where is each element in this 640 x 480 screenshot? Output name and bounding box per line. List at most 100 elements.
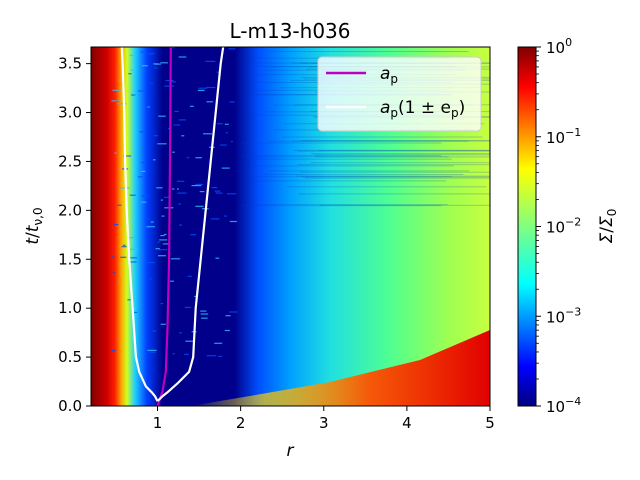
streak <box>214 342 223 344</box>
streak <box>206 86 216 89</box>
streak <box>268 140 469 142</box>
streak <box>153 63 158 65</box>
streak <box>155 63 161 65</box>
streak <box>246 180 447 182</box>
streak <box>111 350 116 352</box>
streak <box>210 218 220 220</box>
streak <box>148 53 156 55</box>
streak <box>158 249 168 251</box>
streak <box>129 257 137 259</box>
streak <box>156 187 163 189</box>
streak <box>297 150 490 152</box>
streak <box>178 56 187 58</box>
colorbar-ticks: 100 10−1 10−2 10−3 10−4 <box>536 36 581 416</box>
streak <box>251 176 452 178</box>
streak <box>269 170 470 172</box>
streak <box>221 167 230 169</box>
streak <box>163 233 167 236</box>
streak <box>129 54 138 56</box>
streak <box>130 69 134 71</box>
streak <box>229 220 237 223</box>
streak <box>111 100 121 102</box>
y-axis-label: t/tν,0 <box>23 207 45 244</box>
streak <box>201 317 208 319</box>
streak <box>139 131 148 133</box>
streak <box>141 65 148 67</box>
plot-frame <box>90 46 491 407</box>
legend: ap ap(1 ± ep) <box>317 56 482 132</box>
streak <box>149 278 152 280</box>
streak <box>315 156 490 158</box>
streak <box>165 79 174 82</box>
streak <box>157 143 167 145</box>
streak <box>170 280 174 282</box>
legend-label-ap: ap <box>380 64 398 86</box>
streak <box>179 332 182 334</box>
streak <box>310 153 490 155</box>
streak <box>162 243 169 245</box>
streak <box>152 330 157 332</box>
streak <box>130 261 137 263</box>
streak <box>160 323 166 325</box>
streak <box>122 244 126 246</box>
streak <box>160 199 163 201</box>
legend-label-ap-ecc: ap(1 ± ep) <box>380 98 465 120</box>
streak <box>150 221 154 223</box>
streak <box>197 89 205 91</box>
streak <box>178 203 182 205</box>
streak <box>132 311 138 313</box>
streak <box>127 299 131 301</box>
streak <box>145 173 148 175</box>
streak <box>144 218 150 220</box>
streak <box>140 51 144 53</box>
streak <box>292 140 490 142</box>
y-axis-ticks: 0.0 0.5 1.0 1.5 2.0 2.5 3.0 3.5 <box>58 55 91 415</box>
streak <box>185 340 194 342</box>
streak <box>282 136 483 138</box>
streak <box>158 115 166 117</box>
streak <box>169 47 176 49</box>
y-tick-label: 0.5 <box>58 348 82 366</box>
streak <box>186 157 190 159</box>
streak <box>160 235 165 237</box>
streak <box>174 110 179 112</box>
streak <box>302 176 490 178</box>
y-tick-label: 3.5 <box>58 55 82 73</box>
colorbar-tick-label: 10−3 <box>546 305 581 326</box>
streak <box>176 188 179 190</box>
streak <box>155 248 160 250</box>
streak <box>170 258 181 260</box>
streak <box>195 205 204 207</box>
streak <box>153 159 156 161</box>
x-tick-label: 1 <box>153 414 163 432</box>
streak <box>146 262 155 264</box>
series-line-a-p-1-e-p- <box>120 47 159 402</box>
streak <box>206 355 217 357</box>
streak <box>268 51 469 52</box>
streak <box>206 101 214 103</box>
streak <box>146 226 155 228</box>
y-tick-label: 2.0 <box>58 201 82 219</box>
streak <box>117 204 122 206</box>
curves <box>120 47 225 406</box>
streak <box>113 223 119 226</box>
streak <box>211 187 218 189</box>
streak <box>296 175 490 177</box>
streak <box>117 103 127 105</box>
streak <box>227 193 237 195</box>
streak <box>150 351 156 353</box>
streak <box>241 155 442 157</box>
streak <box>298 193 490 195</box>
streak <box>164 85 174 87</box>
streak <box>229 311 238 313</box>
colorbar-tick-label: 100 <box>546 36 572 57</box>
streak <box>224 329 230 332</box>
x-axis-ticks: 1 2 3 4 5 <box>153 406 495 432</box>
streak <box>123 155 132 157</box>
streak <box>141 195 150 197</box>
streak <box>158 255 166 257</box>
streak <box>230 140 233 143</box>
streak <box>170 81 176 83</box>
streak <box>297 164 490 166</box>
y-tick-label: 0.0 <box>58 397 82 415</box>
